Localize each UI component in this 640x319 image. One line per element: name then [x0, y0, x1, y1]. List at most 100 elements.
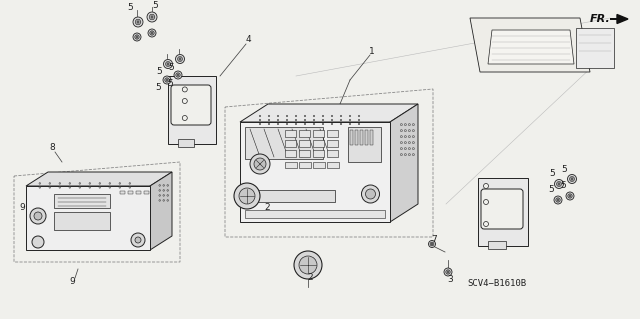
Polygon shape	[26, 172, 172, 186]
Bar	[313, 162, 325, 168]
Circle shape	[401, 136, 403, 137]
Circle shape	[404, 130, 406, 132]
Bar	[128, 191, 133, 194]
Circle shape	[408, 123, 410, 126]
Text: 9: 9	[69, 278, 75, 286]
Bar	[299, 150, 310, 157]
Circle shape	[159, 185, 161, 186]
Circle shape	[295, 115, 297, 117]
Circle shape	[182, 115, 188, 121]
Circle shape	[401, 154, 403, 156]
Bar	[370, 130, 373, 145]
Circle shape	[165, 78, 169, 82]
Circle shape	[147, 12, 157, 22]
Circle shape	[268, 123, 270, 125]
Circle shape	[412, 130, 415, 132]
Circle shape	[408, 130, 410, 132]
Text: 5: 5	[168, 63, 174, 71]
Circle shape	[349, 115, 351, 117]
Circle shape	[135, 237, 141, 243]
Circle shape	[286, 119, 288, 121]
Circle shape	[177, 56, 182, 62]
Circle shape	[277, 119, 279, 121]
Circle shape	[59, 187, 61, 188]
Circle shape	[49, 182, 51, 184]
Text: 7: 7	[431, 235, 437, 244]
Circle shape	[412, 148, 415, 150]
Circle shape	[268, 115, 270, 117]
Circle shape	[39, 187, 40, 188]
Circle shape	[401, 148, 403, 150]
Circle shape	[250, 154, 270, 174]
Bar	[313, 130, 324, 137]
Circle shape	[109, 182, 111, 184]
Circle shape	[30, 208, 46, 224]
Circle shape	[163, 195, 164, 196]
Text: 5: 5	[155, 83, 161, 92]
Bar	[488, 241, 506, 249]
Text: 5: 5	[549, 169, 555, 179]
Circle shape	[89, 182, 91, 184]
Circle shape	[412, 142, 415, 144]
Bar	[245, 210, 385, 218]
Circle shape	[332, 119, 333, 121]
Polygon shape	[390, 104, 418, 222]
Bar	[313, 140, 324, 147]
Polygon shape	[478, 178, 528, 246]
Polygon shape	[150, 172, 172, 250]
Circle shape	[408, 148, 410, 150]
Circle shape	[254, 158, 266, 170]
Circle shape	[358, 123, 360, 125]
Circle shape	[294, 251, 322, 279]
Circle shape	[175, 55, 184, 63]
Circle shape	[483, 183, 488, 189]
Circle shape	[408, 142, 410, 144]
Circle shape	[109, 187, 111, 188]
Circle shape	[557, 182, 561, 187]
Circle shape	[568, 174, 577, 183]
Circle shape	[163, 200, 164, 201]
Circle shape	[322, 123, 324, 125]
Circle shape	[32, 236, 44, 248]
Bar	[327, 140, 338, 147]
Bar	[245, 127, 323, 159]
Circle shape	[304, 123, 306, 125]
Circle shape	[408, 154, 410, 156]
Circle shape	[332, 115, 333, 117]
Bar	[299, 130, 310, 137]
Polygon shape	[168, 76, 216, 144]
Circle shape	[174, 71, 182, 79]
Circle shape	[49, 187, 51, 188]
Circle shape	[89, 187, 91, 188]
Bar	[285, 150, 296, 157]
Circle shape	[349, 119, 351, 121]
Circle shape	[286, 123, 288, 125]
Text: 5: 5	[127, 4, 133, 12]
Polygon shape	[488, 30, 574, 64]
Text: 5: 5	[548, 186, 554, 195]
Circle shape	[59, 182, 61, 184]
Bar	[327, 150, 338, 157]
Circle shape	[39, 182, 40, 184]
Circle shape	[163, 76, 171, 84]
Circle shape	[119, 187, 120, 188]
Circle shape	[408, 136, 410, 137]
Circle shape	[554, 196, 562, 204]
Circle shape	[358, 119, 360, 121]
Circle shape	[239, 188, 255, 204]
Text: 1: 1	[369, 48, 375, 56]
Circle shape	[259, 115, 261, 117]
Text: FR.: FR.	[590, 14, 611, 24]
Circle shape	[401, 123, 403, 126]
Circle shape	[365, 189, 376, 199]
Circle shape	[429, 241, 435, 248]
Circle shape	[150, 31, 154, 35]
Circle shape	[286, 115, 288, 117]
Polygon shape	[240, 104, 418, 122]
Circle shape	[313, 115, 315, 117]
Bar	[136, 191, 141, 194]
Circle shape	[163, 189, 164, 191]
Circle shape	[295, 119, 297, 121]
Text: SCV4−B1610B: SCV4−B1610B	[467, 278, 527, 287]
Bar	[178, 139, 195, 147]
